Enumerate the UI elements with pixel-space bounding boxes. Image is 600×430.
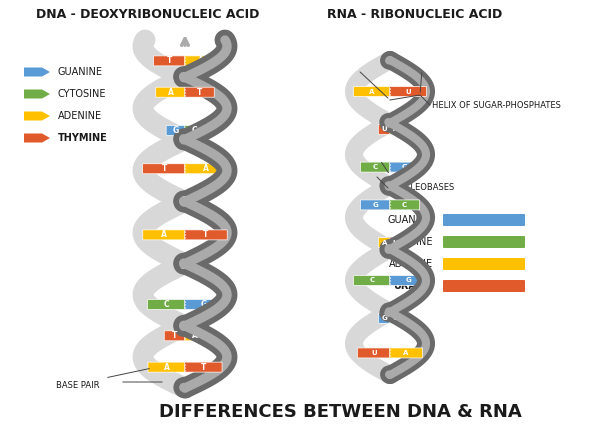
FancyBboxPatch shape xyxy=(389,86,427,96)
FancyBboxPatch shape xyxy=(379,313,391,323)
Text: T: T xyxy=(161,164,167,173)
Text: A: A xyxy=(203,164,209,173)
Text: C: C xyxy=(402,202,407,208)
Text: G: G xyxy=(382,315,388,321)
FancyBboxPatch shape xyxy=(154,56,185,66)
Text: G: G xyxy=(179,262,185,271)
Text: GUANINE: GUANINE xyxy=(388,215,433,225)
FancyArrow shape xyxy=(24,133,50,142)
FancyBboxPatch shape xyxy=(185,299,223,310)
FancyBboxPatch shape xyxy=(185,195,188,205)
FancyBboxPatch shape xyxy=(443,258,525,270)
Text: G: G xyxy=(401,164,407,170)
Text: C: C xyxy=(393,315,398,321)
FancyBboxPatch shape xyxy=(185,362,222,372)
Text: RNA - RIBONUCLEIC ACID: RNA - RIBONUCLEIC ACID xyxy=(328,9,503,22)
FancyBboxPatch shape xyxy=(389,200,419,210)
Text: ADENINE: ADENINE xyxy=(389,259,433,269)
Text: CYTOSINE: CYTOSINE xyxy=(58,89,107,99)
Text: T: T xyxy=(172,331,178,340)
FancyBboxPatch shape xyxy=(353,276,391,286)
FancyBboxPatch shape xyxy=(361,162,391,172)
Text: THYMINE: THYMINE xyxy=(58,133,108,143)
FancyBboxPatch shape xyxy=(156,87,185,97)
Text: A: A xyxy=(370,89,374,95)
Text: C: C xyxy=(185,262,190,271)
Text: A: A xyxy=(382,240,387,246)
FancyBboxPatch shape xyxy=(379,238,391,248)
FancyBboxPatch shape xyxy=(358,348,391,358)
FancyBboxPatch shape xyxy=(164,331,185,341)
Text: BASE PAIR: BASE PAIR xyxy=(56,381,100,390)
FancyBboxPatch shape xyxy=(389,348,422,358)
Text: NUCLEOBASES: NUCLEOBASES xyxy=(392,182,454,191)
Text: T: T xyxy=(197,88,202,97)
Text: T: T xyxy=(200,362,206,372)
FancyBboxPatch shape xyxy=(361,200,391,210)
Text: C: C xyxy=(164,300,169,309)
FancyBboxPatch shape xyxy=(389,276,427,286)
Text: CYTOSINE: CYTOSINE xyxy=(385,237,433,247)
Text: G: G xyxy=(200,300,206,309)
Text: T: T xyxy=(203,230,209,240)
FancyBboxPatch shape xyxy=(353,86,391,96)
Text: C: C xyxy=(373,164,378,170)
FancyBboxPatch shape xyxy=(148,362,185,372)
Text: G: G xyxy=(184,196,190,205)
FancyBboxPatch shape xyxy=(143,164,185,174)
Text: A: A xyxy=(393,126,398,132)
FancyBboxPatch shape xyxy=(389,124,401,134)
FancyBboxPatch shape xyxy=(143,230,185,240)
Text: G: G xyxy=(373,202,379,208)
FancyBboxPatch shape xyxy=(185,56,217,66)
Text: C: C xyxy=(370,277,374,283)
Text: U: U xyxy=(405,89,411,95)
Text: HELIX OF SUGAR-PHOSPHATES: HELIX OF SUGAR-PHOSPHATES xyxy=(432,101,561,110)
Text: DIFFERENCES BETWEEN DNA & RNA: DIFFERENCES BETWEEN DNA & RNA xyxy=(158,403,521,421)
FancyBboxPatch shape xyxy=(443,236,525,248)
FancyBboxPatch shape xyxy=(185,230,227,240)
FancyBboxPatch shape xyxy=(185,164,227,174)
Text: G: G xyxy=(405,277,411,283)
Text: C: C xyxy=(181,196,186,205)
Text: G: G xyxy=(173,126,179,135)
Text: U: U xyxy=(371,350,377,356)
FancyBboxPatch shape xyxy=(166,126,185,135)
FancyBboxPatch shape xyxy=(185,331,206,341)
Text: A: A xyxy=(403,350,409,356)
Text: A: A xyxy=(192,331,198,340)
Text: A: A xyxy=(167,88,173,97)
FancyBboxPatch shape xyxy=(389,313,401,323)
FancyArrow shape xyxy=(24,68,50,77)
Text: ADENINE: ADENINE xyxy=(58,111,102,121)
Text: U: U xyxy=(382,126,387,132)
Text: URACIL: URACIL xyxy=(393,281,433,291)
FancyArrow shape xyxy=(24,89,50,98)
FancyBboxPatch shape xyxy=(389,162,419,172)
Text: A: A xyxy=(164,362,170,372)
FancyBboxPatch shape xyxy=(389,238,401,248)
FancyBboxPatch shape xyxy=(185,126,204,135)
FancyBboxPatch shape xyxy=(443,214,525,226)
FancyArrow shape xyxy=(24,111,50,120)
Text: C: C xyxy=(191,126,197,135)
FancyBboxPatch shape xyxy=(443,280,525,292)
FancyBboxPatch shape xyxy=(181,195,185,205)
Text: U: U xyxy=(393,240,398,246)
Text: A: A xyxy=(161,230,167,240)
Text: T: T xyxy=(167,56,172,65)
Text: A: A xyxy=(197,56,203,65)
FancyBboxPatch shape xyxy=(148,299,185,310)
FancyBboxPatch shape xyxy=(185,261,191,271)
Text: DNA - DEOXYRIBONUCLEIC ACID: DNA - DEOXYRIBONUCLEIC ACID xyxy=(37,9,260,22)
FancyBboxPatch shape xyxy=(185,87,214,97)
FancyBboxPatch shape xyxy=(379,124,391,134)
Text: GUANINE: GUANINE xyxy=(58,67,103,77)
FancyBboxPatch shape xyxy=(179,261,185,271)
